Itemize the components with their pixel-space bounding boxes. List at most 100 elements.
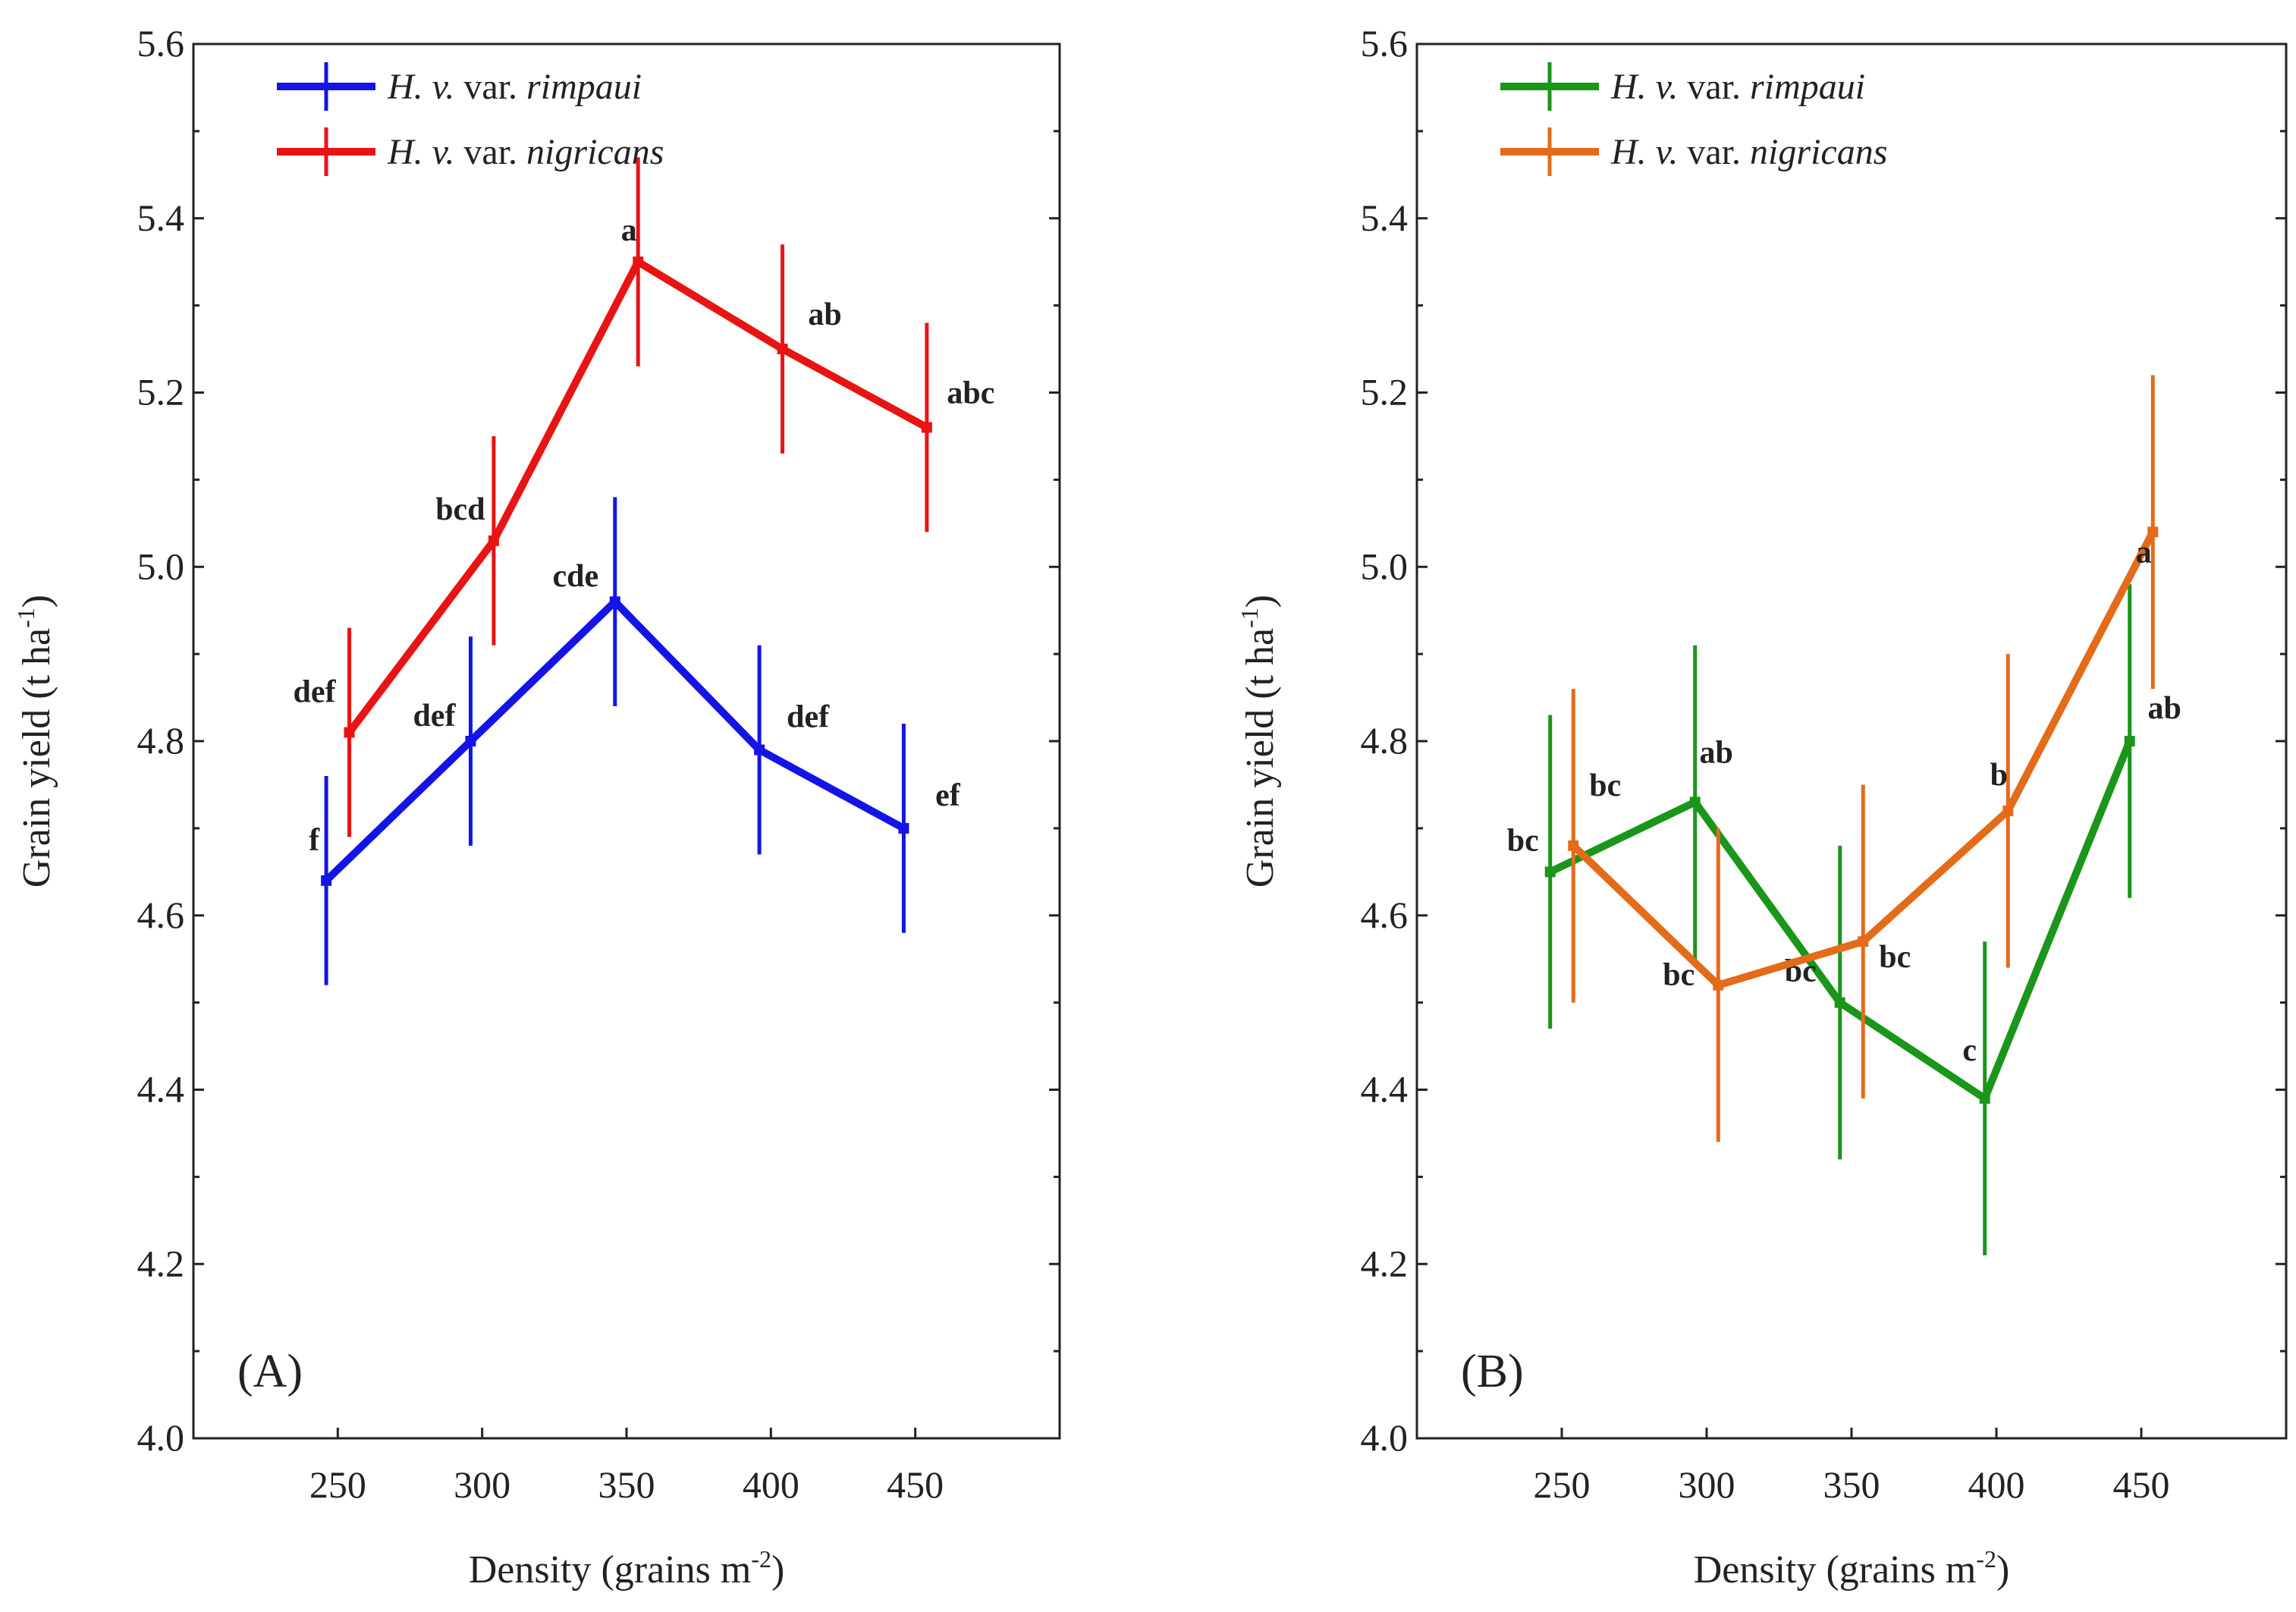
- legend-label-variety: nigricans: [1750, 132, 1887, 172]
- data-point: [344, 727, 355, 738]
- plot-frame: [1415, 42, 2288, 1440]
- y-tick-label: 5.6: [137, 22, 185, 64]
- data-point: [1858, 936, 1869, 947]
- y-axis-title-sup: -1: [1236, 608, 1263, 628]
- series-rimpaui: bc ab bc c ab: [1507, 584, 2181, 1255]
- legend-label-var: var.: [454, 67, 526, 107]
- data-point: [465, 736, 476, 746]
- x-axis-title-end: ): [1996, 1548, 2009, 1592]
- x-tick-label: 350: [598, 1463, 655, 1506]
- data-point: [1544, 866, 1556, 878]
- legend-label-genus: H. v.: [387, 67, 454, 107]
- significance-label: f: [309, 823, 320, 858]
- significance-label: def: [787, 699, 830, 734]
- significance-label: a: [2136, 535, 2152, 570]
- data-point: [1979, 1092, 1990, 1104]
- x-tick-label: 300: [1679, 1463, 1735, 1506]
- panel-a: 4.0 4.2 4.4 4.6 4.8 5.0 5.2 5.4 5.6 250 300 350 400 4…: [12, 22, 1061, 1592]
- data-point: [2124, 736, 2135, 746]
- y-tick-label: 4.0: [1361, 1416, 1409, 1459]
- y-tick-label: 5.4: [1361, 196, 1409, 239]
- legend-label: H. v. var. rimpaui: [1610, 67, 1865, 107]
- data-point: [1834, 997, 1845, 1008]
- y-tick-label: 4.6: [1361, 894, 1409, 936]
- x-tick-label: 250: [1534, 1463, 1591, 1506]
- legend-label-var: var.: [454, 132, 526, 172]
- x-axis-title-sup: -2: [751, 1545, 771, 1573]
- y-tick-label: 4.6: [137, 894, 185, 936]
- y-tick-label: 5.4: [137, 196, 185, 239]
- significance-label: bcd: [435, 492, 485, 527]
- data-point: [754, 744, 765, 756]
- legend-label: H. v. var. rimpaui: [387, 67, 642, 107]
- legend-label-variety: nigricans: [526, 132, 664, 172]
- x-tick-label: 400: [1968, 1463, 2025, 1506]
- data-point: [1568, 840, 1579, 851]
- data-point: [2002, 805, 2014, 816]
- series-rimpaui: f def cde def ef: [309, 497, 961, 985]
- data-point: [898, 822, 909, 834]
- y-tick-label: 4.2: [1361, 1242, 1409, 1284]
- y-tick-label: 4.4: [1361, 1068, 1409, 1111]
- series-nigricans: def bcd a ab abc: [294, 157, 994, 837]
- significance-label: abc: [947, 376, 994, 410]
- x-tick-label: 250: [309, 1463, 366, 1506]
- legend-label-variety: rimpaui: [526, 67, 642, 107]
- significance-label: bc: [1879, 940, 1911, 975]
- data-point: [921, 422, 932, 433]
- y-tick-label: 5.2: [1361, 371, 1409, 413]
- significance-label: bc: [1589, 768, 1621, 803]
- x-tick-label: 400: [743, 1463, 799, 1506]
- legend-label-var: var.: [1678, 132, 1750, 172]
- significance-label: bc: [1663, 958, 1695, 993]
- y-tick-label: 5.2: [137, 371, 185, 413]
- legend-label: H. v. var. nigricans: [1610, 132, 1887, 172]
- y-tick-label: 4.8: [137, 719, 185, 762]
- y-tick-label: 4.4: [137, 1068, 185, 1111]
- x-axis-title: Density (grains m-2): [1694, 1545, 2010, 1592]
- x-tick-label: 350: [1823, 1463, 1880, 1506]
- y-axis-title-main: Grain yield (t ha: [1239, 628, 1282, 888]
- x-axis-title-sup: -2: [1976, 1545, 1996, 1573]
- significance-label: c: [1962, 1033, 1977, 1068]
- data-point: [609, 596, 620, 608]
- data-point: [1713, 979, 1724, 991]
- legend-label: H. v. var. nigricans: [387, 132, 664, 172]
- significance-label: ef: [935, 778, 961, 813]
- significance-label: b: [1990, 758, 2008, 793]
- y-tick-label: 4.2: [137, 1242, 185, 1284]
- y-axis-title-main: Grain yield (t ha: [15, 628, 58, 888]
- significance-label: cde: [552, 559, 598, 594]
- significance-label: def: [413, 699, 456, 734]
- data-point: [2147, 526, 2159, 538]
- series-nigricans: bc bc bc b a: [1568, 375, 2159, 1142]
- legend-label-genus: H. v.: [1610, 67, 1678, 107]
- x-axis-title-main: Density (grains m: [469, 1548, 752, 1592]
- data-point: [633, 256, 644, 268]
- data-point: [321, 875, 332, 886]
- y-axis-title-end: ): [1239, 595, 1282, 608]
- panel-label: (B): [1461, 1346, 1524, 1397]
- x-tick-label: 450: [887, 1463, 944, 1506]
- y-tick-label: 4.8: [1361, 719, 1409, 762]
- x-tick-label: 450: [2113, 1463, 2170, 1506]
- panel-label: (A): [237, 1346, 303, 1397]
- y-axis-title: Grain yield (t ha-1): [1236, 595, 1282, 888]
- y-axis-title-end: ): [15, 595, 58, 608]
- x-axis-title-main: Density (grains m: [1694, 1548, 1977, 1592]
- x-tick-label: 300: [454, 1463, 510, 1506]
- plot-frame: [192, 42, 1061, 1440]
- y-tick-label: 4.0: [137, 1416, 185, 1459]
- legend-label-genus: H. v.: [387, 132, 454, 172]
- y-tick-label: 5.0: [1361, 545, 1409, 587]
- y-axis-title-sup: -1: [12, 608, 39, 628]
- significance-label: ab: [808, 297, 841, 332]
- data-point: [488, 535, 499, 546]
- legend-label-variety: rimpaui: [1750, 67, 1865, 107]
- significance-label: a: [621, 213, 637, 248]
- panel-b: 4.0 4.2 4.4 4.6 4.8 5.0 5.2 5.4 5.6 250 300 350 400 4…: [1236, 22, 2288, 1592]
- significance-label: ab: [1700, 735, 1733, 770]
